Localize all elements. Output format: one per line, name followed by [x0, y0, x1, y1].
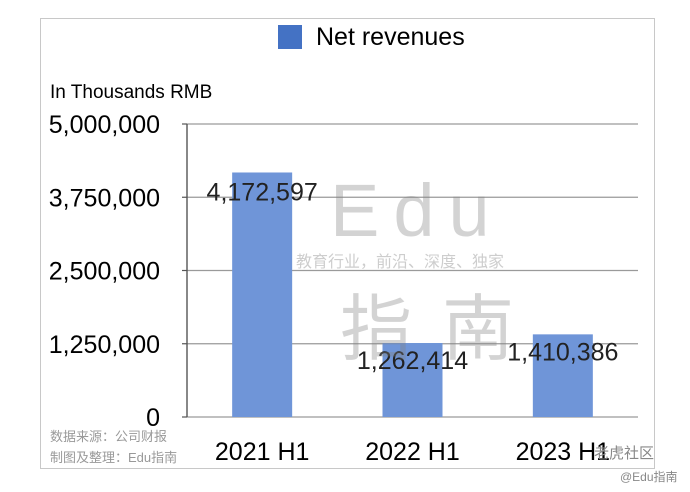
- y-tick-label: 2,500,000: [49, 258, 160, 286]
- x-tick-label: 2021 H1: [215, 438, 310, 466]
- data-label: 4,172,597: [207, 178, 318, 206]
- y-tick-label: 3,750,000: [49, 184, 160, 212]
- x-tick-label: 2022 H1: [365, 438, 460, 466]
- bar: [232, 172, 293, 417]
- watermark-brand: Edu: [330, 169, 504, 252]
- corner-handle: @Edu指南: [620, 470, 678, 484]
- data-label: 1,262,414: [357, 347, 468, 375]
- watermark-name: 指南: [340, 290, 545, 370]
- y-tick-label: 0: [146, 404, 160, 432]
- bar: [382, 343, 443, 417]
- data-label: 1,410,386: [507, 338, 618, 366]
- y-axis-unit-label: In Thousands RMB: [50, 82, 213, 103]
- legend-swatch: [278, 25, 302, 49]
- bar: [532, 334, 593, 417]
- watermark-tagline: 教育行业，前沿、深度、独家: [296, 254, 505, 271]
- corner-watermark: 老虎社区: [594, 445, 655, 462]
- legend: Net revenues: [278, 22, 465, 52]
- credit-note: 制图及整理：Edu指南: [50, 450, 178, 465]
- legend-label: Net revenues: [316, 22, 465, 51]
- x-tick-label: 2023 H1: [516, 438, 611, 466]
- y-tick-label: 5,000,000: [49, 111, 160, 139]
- source-note: 数据来源：公司财报: [50, 429, 168, 444]
- y-tick-label: 1,250,000: [49, 331, 160, 359]
